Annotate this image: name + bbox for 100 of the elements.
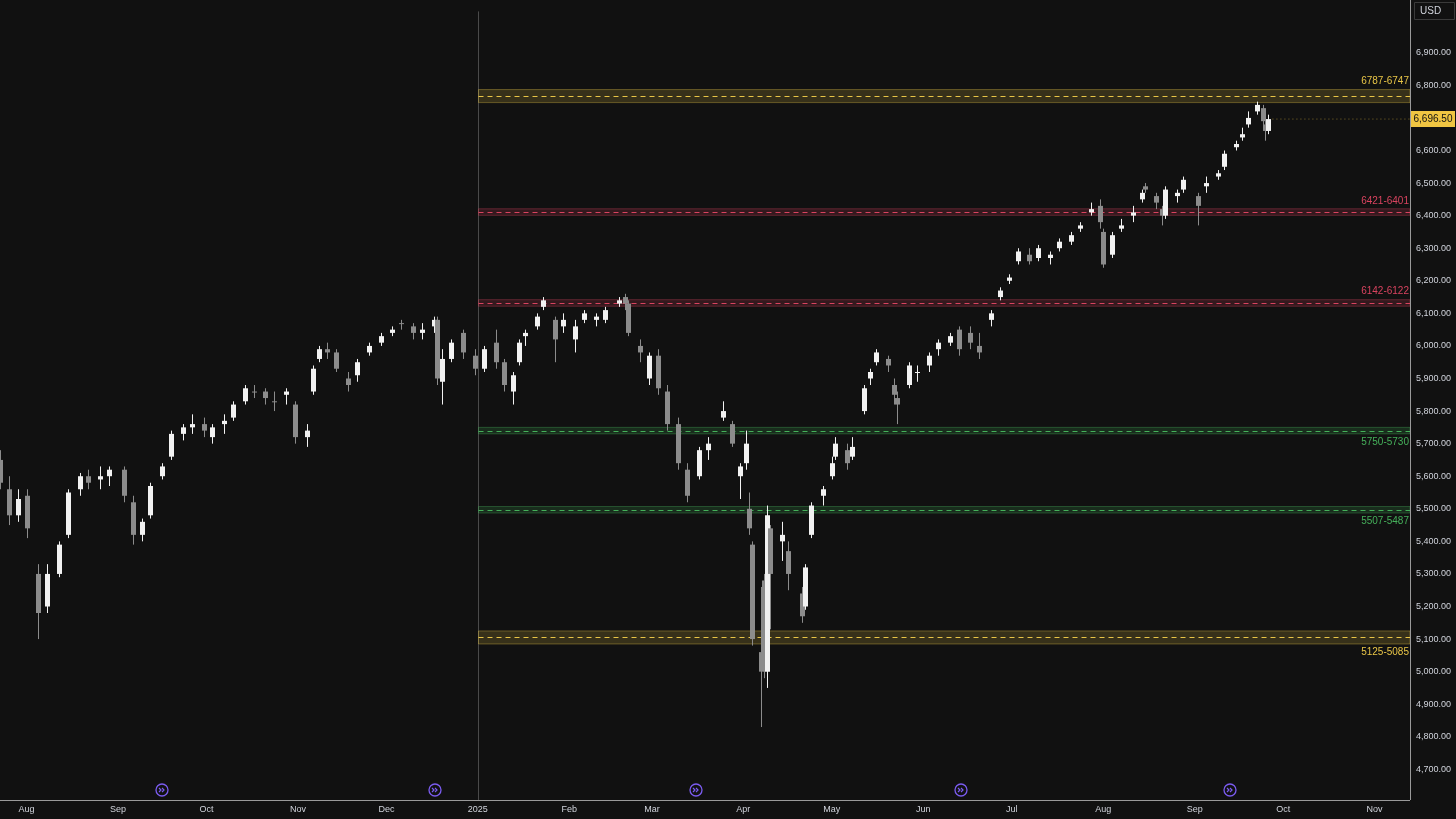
candlestick	[1110, 231, 1115, 259]
candlestick	[1098, 198, 1103, 230]
y-tick-label: 6,900.00	[1416, 47, 1452, 58]
candlestick	[355, 358, 360, 383]
candlestick	[86, 469, 91, 490]
x-tick-label: Aug	[1095, 803, 1112, 814]
y-tick-label: 4,900.00	[1416, 698, 1452, 709]
x-tick-label: Sep	[109, 803, 126, 814]
candlestick	[957, 325, 962, 357]
candlestick	[553, 316, 558, 363]
band-label: 5507-5487	[1361, 514, 1410, 526]
candlestick	[482, 345, 487, 373]
candlestick	[638, 338, 643, 363]
x-tick-label: Sep	[1186, 803, 1203, 814]
candlestick	[243, 384, 248, 406]
candlestick	[449, 338, 454, 363]
band-label: 5125-5085	[1361, 645, 1410, 657]
candlestick	[1196, 192, 1201, 226]
y-tick-label: 5,500.00	[1416, 503, 1452, 514]
candlestick	[744, 430, 749, 471]
y-tick-label: 5,800.00	[1416, 405, 1452, 416]
candlestick	[190, 413, 195, 435]
x-tick-label: Oct	[199, 803, 214, 814]
x-tick-label: 2025	[467, 803, 488, 814]
candlestick	[305, 423, 310, 448]
candlestick	[977, 332, 982, 360]
candlestick	[862, 384, 867, 415]
y-tick-label: 6,200.00	[1416, 275, 1452, 286]
candlestick	[78, 472, 83, 497]
x-tick-label: Aug	[18, 803, 35, 814]
band-label: 5750-5730	[1361, 435, 1410, 447]
candlestick	[210, 423, 215, 445]
y-tick-label: 6,600.00	[1416, 144, 1452, 155]
candlestick	[1222, 149, 1227, 171]
candlestick	[222, 413, 227, 435]
y-tick-label: 5,000.00	[1416, 666, 1452, 677]
x-tick-label: Oct	[1276, 803, 1291, 814]
candlestick	[231, 400, 236, 422]
candlestick	[202, 417, 207, 438]
candlestick	[311, 364, 316, 396]
candlestick	[399, 319, 404, 331]
x-tick-label: Nov	[289, 803, 307, 814]
candlestick	[833, 436, 838, 461]
candlestick	[850, 436, 855, 461]
candlestick	[927, 351, 932, 373]
candlestick	[706, 436, 711, 461]
candlestick	[907, 361, 912, 389]
x-tick-label: Apr	[736, 803, 751, 814]
y-tick-label: 5,700.00	[1416, 438, 1452, 449]
band-label: 6421-6401	[1361, 194, 1410, 206]
candlestick	[517, 338, 522, 366]
y-tick-label: 6,300.00	[1416, 242, 1452, 253]
y-tick-label: 6,400.00	[1416, 210, 1452, 221]
candlestick	[747, 492, 752, 536]
candlestick	[494, 329, 499, 370]
y-tick-label: 5,400.00	[1416, 535, 1452, 546]
x-tick-label: Dec	[378, 803, 395, 814]
candlestick	[140, 518, 145, 542]
candlestick	[346, 371, 351, 393]
annotation: 6,696.50	[1413, 112, 1453, 124]
candlestick	[502, 358, 507, 393]
candlestick	[16, 488, 21, 523]
candlestick	[1266, 114, 1271, 135]
candlestick	[780, 521, 785, 562]
y-tick-label: 6,500.00	[1416, 177, 1452, 188]
candlestick	[461, 329, 466, 360]
y-tick-label: 4,800.00	[1416, 731, 1452, 742]
candlestick	[107, 465, 112, 487]
candlestick	[730, 420, 735, 448]
band-label: 6142-6122	[1361, 285, 1410, 297]
candlestick	[738, 462, 743, 500]
y-tick-label: 4,700.00	[1416, 763, 1452, 774]
candlestick	[334, 348, 339, 373]
x-tick-label: Feb	[561, 803, 578, 814]
candlestick	[786, 540, 791, 591]
text: USD	[1420, 4, 1442, 16]
x-tick-label: Jun	[916, 803, 931, 814]
candlestick	[98, 465, 103, 490]
y-tick-label: 6,800.00	[1416, 79, 1452, 90]
x-tick-label: Mar	[644, 803, 660, 814]
y-tick-label: 5,600.00	[1416, 470, 1452, 481]
y-tick-label: 5,300.00	[1416, 568, 1452, 579]
candlestick	[573, 319, 578, 353]
candlestick	[721, 400, 726, 422]
candlestick	[968, 325, 973, 350]
candlestick	[511, 371, 516, 406]
candlestick	[561, 312, 566, 334]
candlestick	[272, 391, 277, 412]
x-tick-label: Nov	[1366, 803, 1384, 814]
candlestick	[252, 384, 257, 399]
x-tick-label: May	[823, 803, 841, 814]
y-tick-label: 5,100.00	[1416, 633, 1452, 644]
candlestick	[169, 430, 174, 461]
y-tick-label: 5,200.00	[1416, 601, 1452, 611]
candlestick	[647, 351, 652, 386]
band-label: 6787-6747	[1361, 75, 1410, 87]
x-tick-label: Jul	[1006, 803, 1018, 814]
y-tick-label: 5,900.00	[1416, 372, 1452, 383]
candlestick	[440, 348, 445, 406]
candlestick	[830, 456, 835, 480]
